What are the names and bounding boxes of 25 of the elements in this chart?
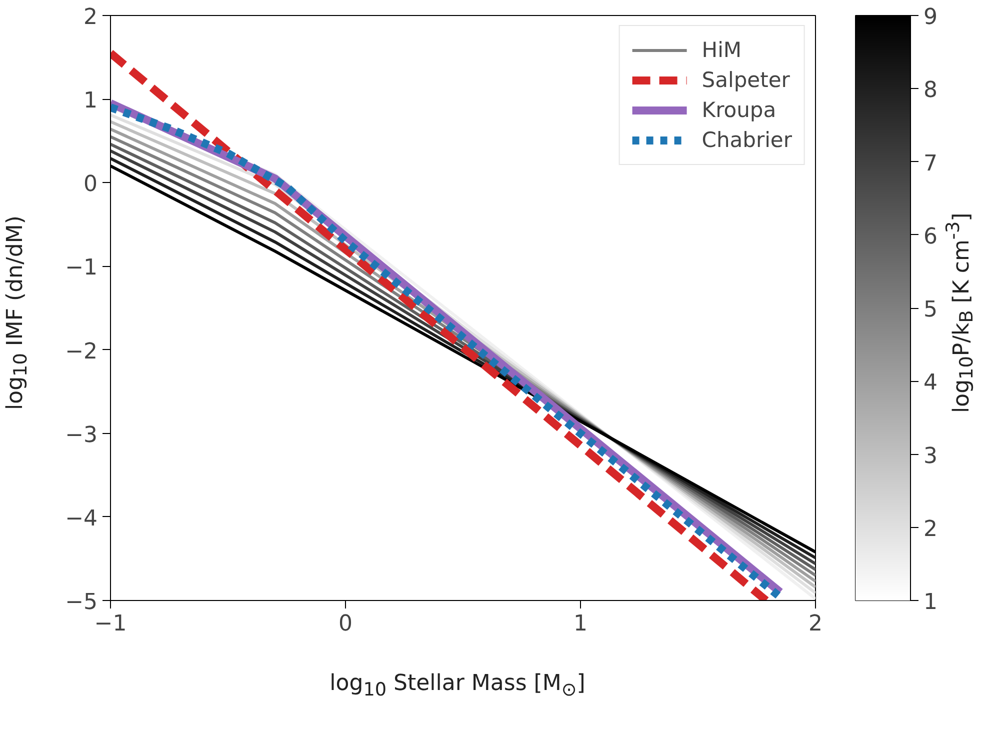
y-tick-label: −1	[65, 256, 98, 281]
y-tick-label: −4	[65, 506, 98, 532]
x-tick-label: 0	[338, 612, 352, 636]
x-tick-label: 2	[808, 612, 822, 636]
color-bar-label: 8	[924, 78, 938, 104]
x-axis-title: log$_{10}$ Stellar Mass [M$_{⊙}$]	[328, 670, 586, 700]
y-tick-label: −5	[65, 590, 98, 615]
color-bar-label: 4	[924, 370, 938, 396]
y-tick-label: −2	[65, 339, 98, 364]
color-bar-label: 7	[924, 151, 938, 176]
color-bar-label: 9	[924, 5, 938, 30]
legend-label: Kroupa	[702, 98, 776, 122]
legend-label: HiM	[702, 38, 742, 62]
color-bar-label: 5	[924, 298, 938, 322]
x-tick-label: 1	[574, 612, 588, 636]
color-bar-label: 1	[924, 590, 938, 615]
legend-label: Chabrier	[702, 128, 792, 152]
color-bar-label: 2	[924, 516, 938, 542]
y-tick-label: −3	[65, 422, 98, 448]
y-tick-label: 0	[84, 172, 98, 198]
color-bar-label: 3	[924, 444, 938, 469]
legend-label: Salpeter	[702, 68, 790, 92]
y-tick-label: 1	[84, 88, 98, 114]
y-tick-label: 2	[84, 5, 98, 30]
color-bar-label: 6	[924, 224, 938, 250]
